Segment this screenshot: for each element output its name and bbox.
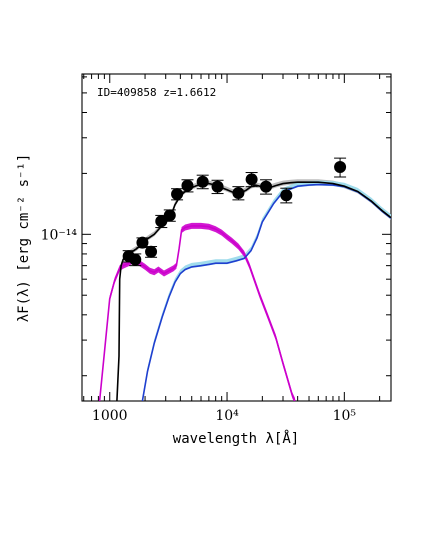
dust-model-line: [141, 183, 391, 401]
data-point: [232, 187, 245, 200]
data-point: [136, 236, 149, 249]
x-tick-label: 1000: [92, 408, 128, 424]
x-tick-label: 10⁵: [333, 408, 357, 424]
data-point: [129, 253, 142, 266]
plot-frame: [81, 73, 392, 402]
stellar-model-line: [98, 225, 296, 401]
y-axis-label: λF(λ) [erg cm⁻² s⁻¹]: [16, 154, 32, 323]
stellar-model-band: [99, 222, 295, 401]
ticks-layer: [82, 74, 391, 401]
data-point: [155, 215, 168, 228]
total-model-band: [116, 179, 391, 401]
data-point: [245, 173, 258, 186]
y-tick-label: 10⁻¹⁴: [41, 227, 78, 243]
data-point: [145, 245, 158, 258]
data-point: [196, 175, 209, 188]
data-point: [260, 180, 273, 193]
x-axis-label: wavelength λ[Å]: [173, 430, 299, 447]
points-layer: [122, 157, 347, 267]
data-point: [211, 180, 224, 193]
x-tick-label: 10⁴: [215, 408, 239, 424]
data-point: [171, 188, 184, 201]
data-point: [163, 209, 176, 222]
data-point: [181, 179, 194, 192]
source-annotation: ID=409858 z=1.6612: [97, 86, 216, 99]
curves-layer: [98, 179, 391, 401]
data-point: [334, 161, 347, 174]
labels-layer: ID=409858 z=1.6612 wavelength λ[Å] λF(λ)…: [16, 86, 356, 447]
data-point: [280, 189, 293, 202]
